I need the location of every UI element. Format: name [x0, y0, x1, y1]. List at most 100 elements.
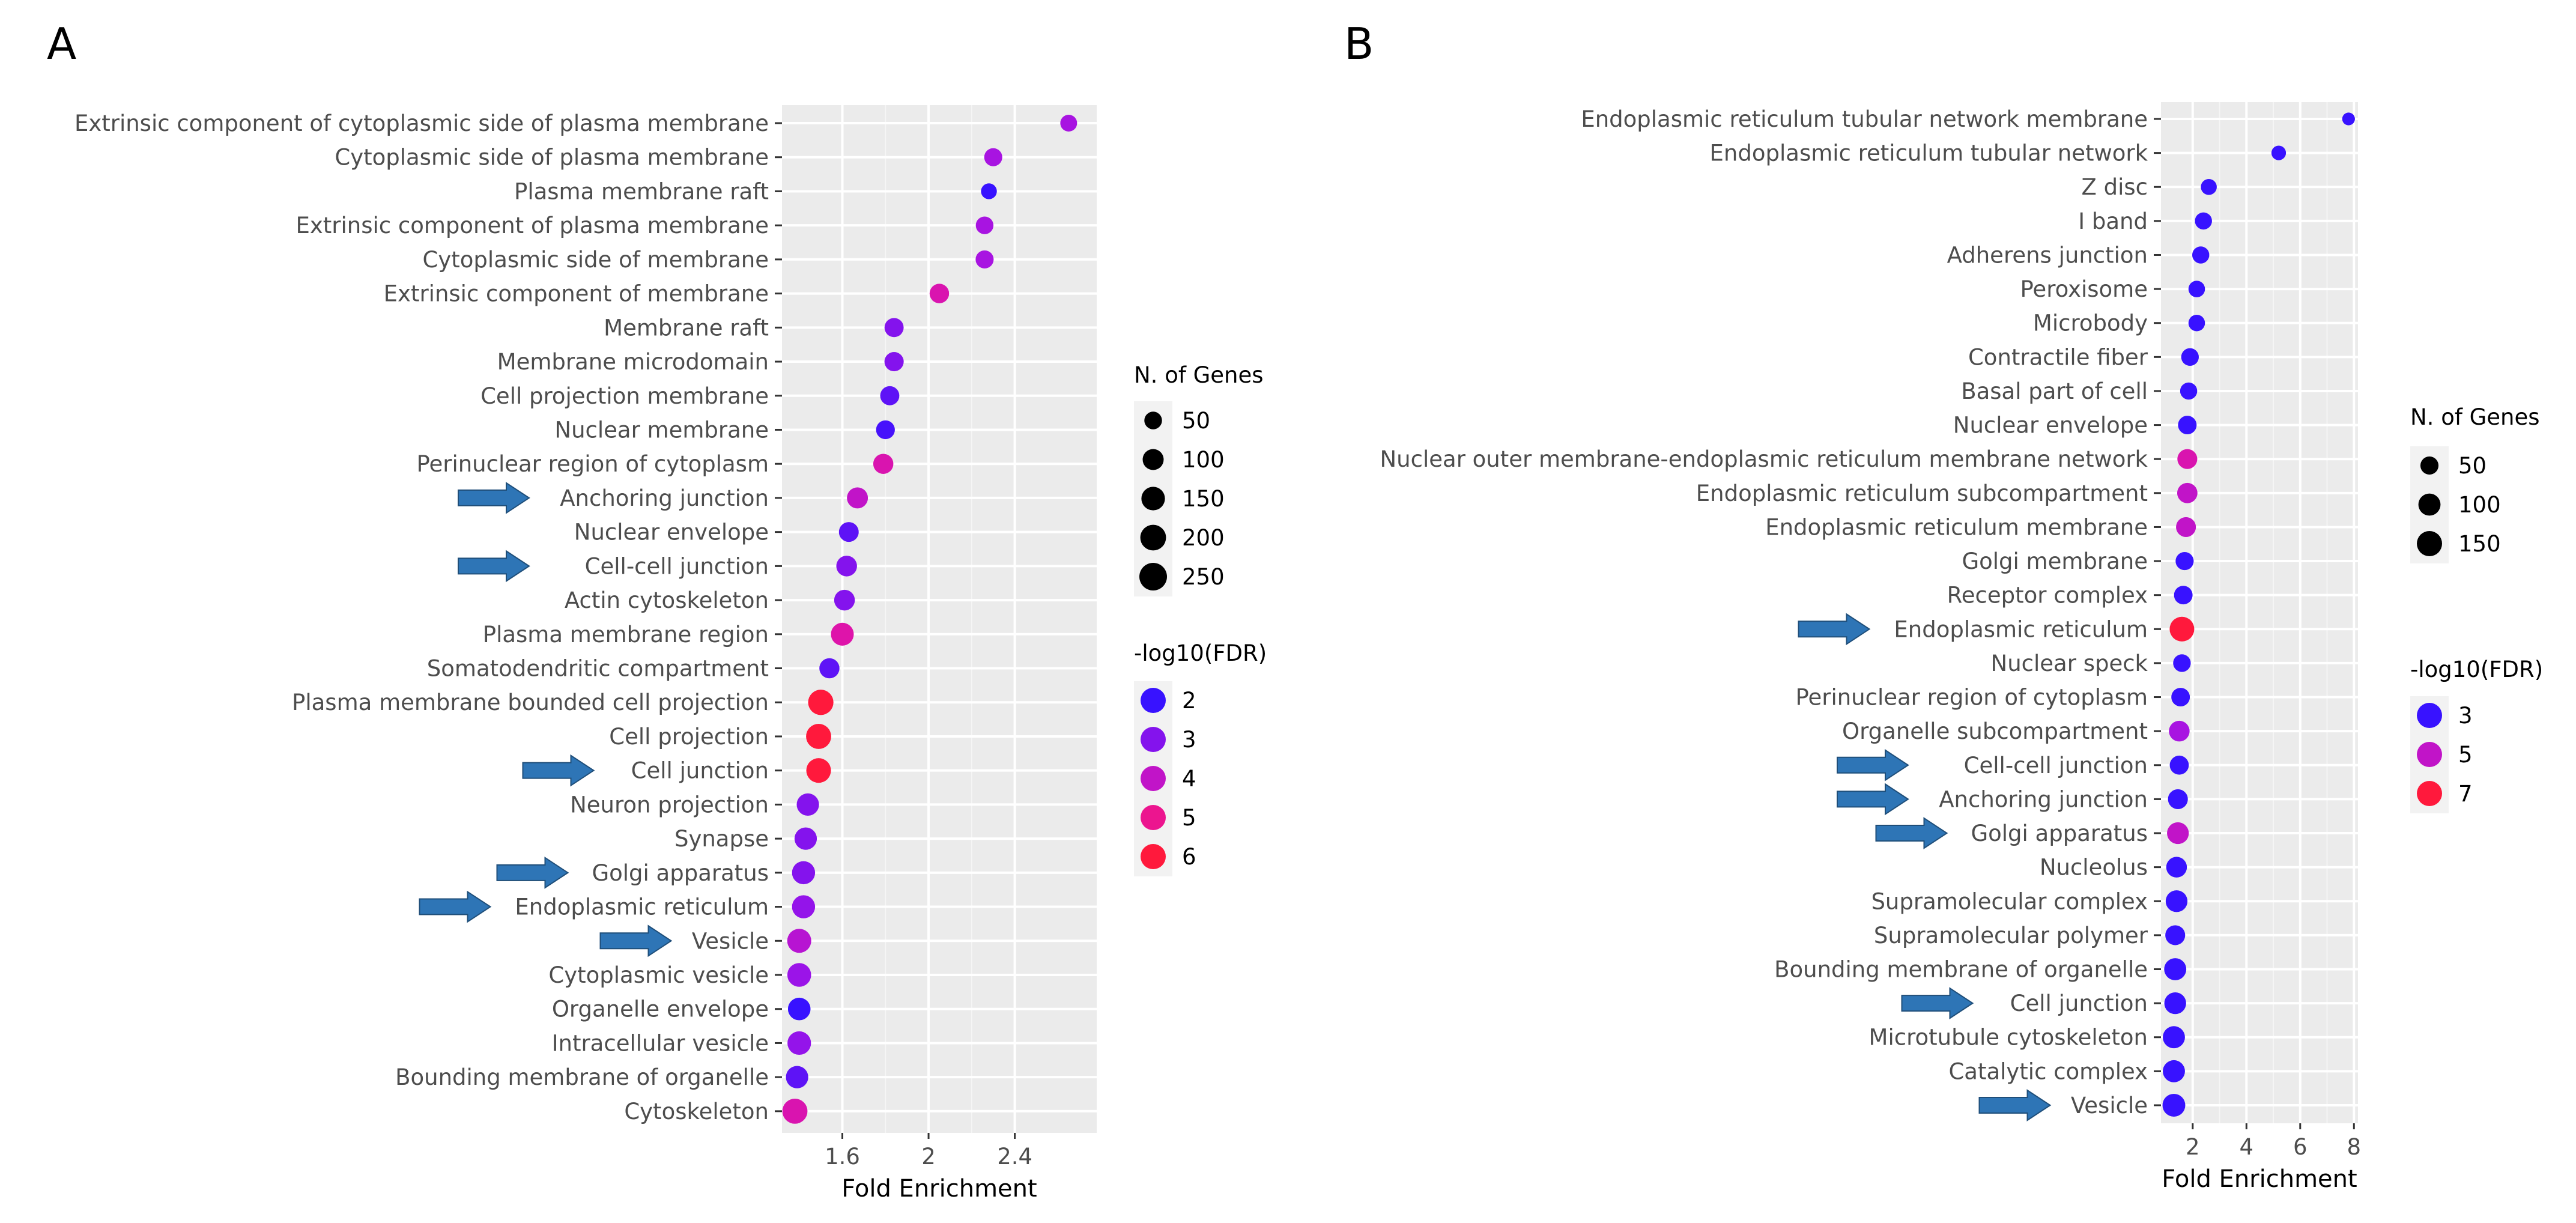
color-legend-label: 4: [1182, 766, 1196, 792]
highlight-arrow-anchoring-junction: [458, 482, 530, 514]
category-label-nuclear-outer-membrane-endoplasmic-reticulum-membrane-network: Nuclear outer membrane-endoplasmic retic…: [1380, 446, 2148, 472]
data-point-cell-cell-junction: [836, 556, 857, 577]
size-legend-dot: [1141, 487, 1165, 511]
data-point-bounding-membrane-of-organelle: [786, 1066, 808, 1088]
category-label-cell-cell-junction: Cell-cell junction: [585, 553, 769, 579]
category-label-cytoplasmic-side-of-membrane: Cytoplasmic side of membrane: [423, 247, 769, 273]
category-label-cell-cell-junction: Cell-cell junction: [1964, 753, 2148, 778]
data-point-catalytic-complex: [2163, 1060, 2185, 1082]
category-label-extrinsic-component-of-membrane: Extrinsic component of membrane: [384, 281, 769, 307]
data-point-nucleolus: [2166, 857, 2187, 878]
size-legend-dot: [1144, 411, 1162, 429]
color-legend-dot: [1141, 805, 1166, 830]
category-label-basal-part-of-cell: Basal part of cell: [1961, 378, 2148, 404]
size-legend-dot: [1142, 449, 1164, 470]
category-label-golgi-membrane: Golgi membrane: [1962, 548, 2148, 574]
data-point-z-disc: [2201, 178, 2217, 195]
data-point-adherens-junction: [2192, 246, 2210, 264]
data-point-extrinsic-component-of-plasma-membrane: [975, 216, 994, 234]
highlight-arrow-cell-junction: [1901, 987, 1974, 1019]
highlight-arrow-endoplasmic-reticulum: [1798, 613, 1871, 646]
color-legend-label: 2: [1182, 688, 1196, 714]
x-tick-label: 2: [921, 1144, 936, 1170]
category-label-endoplasmic-reticulum-membrane: Endoplasmic reticulum membrane: [1765, 514, 2148, 540]
x-tick-label: 6: [2293, 1134, 2308, 1160]
size-legend-label: 100: [2458, 492, 2501, 518]
size-legend-dot: [1140, 524, 1166, 551]
category-label-organelle-envelope: Organelle envelope: [552, 997, 769, 1022]
category-label-plasma-membrane-bounded-cell-projection: Plasma membrane bounded cell projection: [292, 690, 769, 715]
data-point-microtubule-cytoskeleton: [2163, 1026, 2185, 1049]
size-legend-dot: [1139, 563, 1167, 590]
data-point-anchoring-junction: [2168, 789, 2188, 809]
category-label-neuron-projection: Neuron projection: [570, 792, 769, 818]
size-legend-dot: [2420, 456, 2439, 475]
data-point-golgi-apparatus: [792, 861, 816, 885]
size-legend-label: 250: [1182, 564, 1225, 590]
category-label-nuclear-envelope: Nuclear envelope: [1953, 413, 2148, 439]
size-legend-label: 100: [1182, 447, 1225, 473]
category-label-bounding-membrane-of-organelle: Bounding membrane of organelle: [1774, 957, 2148, 983]
data-point-plasma-membrane-bounded-cell-projection: [808, 690, 834, 715]
data-point-golgi-apparatus: [2167, 822, 2189, 845]
color-legend-dot: [1141, 727, 1166, 752]
color-legend-dot: [1141, 688, 1166, 713]
highlight-arrow-vesicle: [1978, 1089, 2052, 1121]
panel-a: 1.6 2 2.4 Extrinsic component of cytoplasmi…: [74, 105, 1267, 1203]
category-label-microbody: Microbody: [2033, 311, 2148, 336]
data-point-bounding-membrane-of-organelle: [2164, 958, 2187, 980]
data-point-perinuclear-region-of-cytoplasm: [2171, 688, 2190, 707]
highlight-arrow-golgi-apparatus: [1875, 817, 1948, 849]
category-label-plasma-membrane-raft: Plasma membrane raft: [514, 178, 769, 204]
highlight-arrow-cell-cell-junction: [458, 550, 530, 583]
category-label-cell-junction: Cell junction: [631, 758, 769, 784]
data-point-endoplasmic-reticulum-subcompartment: [2177, 482, 2198, 503]
category-label-vesicle: Vesicle: [2071, 1093, 2148, 1118]
category-label-microtubule-cytoskeleton: Microtubule cytoskeleton: [1869, 1025, 2148, 1051]
data-point-neuron-projection: [796, 793, 819, 816]
category-label-anchoring-junction: Anchoring junction: [1939, 786, 2148, 812]
data-point-cell-projection-membrane: [880, 386, 900, 405]
color-legend-label: 6: [1182, 844, 1196, 870]
data-point-organelle-subcompartment: [2169, 720, 2190, 742]
category-label-endoplasmic-reticulum: Endoplasmic reticulum: [1894, 616, 2148, 642]
data-point-endoplasmic-reticulum-tubular-network: [2271, 145, 2287, 160]
data-point-nuclear-outer-membrane-endoplasmic-reticulum-membrane-network: [2177, 449, 2198, 469]
color-legend-label: 7: [2458, 781, 2473, 807]
data-point-i-band: [2195, 212, 2212, 230]
category-label-cytoskeleton: Cytoskeleton: [624, 1099, 769, 1124]
plot-background: [782, 105, 1097, 1133]
data-point-organelle-envelope: [787, 997, 811, 1021]
data-point-extrinsic-component-of-cytoplasmic-side-of-plasma-membrane: [1060, 115, 1077, 132]
x-tick-label: 1.6: [825, 1144, 860, 1170]
data-point-anchoring-junction: [847, 487, 868, 509]
category-label-z-disc: Z disc: [2082, 174, 2148, 200]
data-point-perinuclear-region-of-cytoplasm: [873, 454, 894, 474]
data-point-nuclear-envelope: [2178, 416, 2197, 435]
category-label-extrinsic-component-of-cytoplasmic-side-of-plasma-membrane: Extrinsic component of cytoplasmic side …: [74, 111, 769, 136]
category-label-contractile-fiber: Contractile fiber: [1968, 344, 2148, 370]
category-label-somatodendritic-compartment: Somatodendritic compartment: [427, 656, 769, 682]
data-point-cytoskeleton: [782, 1098, 808, 1124]
color-legend-dot: [1141, 766, 1166, 791]
x-tick-label: 2.4: [997, 1144, 1032, 1170]
x-tick-label: 2: [2186, 1134, 2200, 1160]
category-label-extrinsic-component-of-plasma-membrane: Extrinsic component of plasma membrane: [295, 213, 769, 238]
data-point-supramolecular-complex: [2165, 890, 2188, 912]
category-label-vesicle: Vesicle: [692, 928, 769, 954]
size-legend-label: 150: [2458, 531, 2501, 557]
data-point-microbody: [2188, 314, 2205, 332]
category-label-golgi-apparatus: Golgi apparatus: [1971, 821, 2148, 846]
data-point-intracellular-vesicle: [787, 1031, 811, 1055]
data-point-cytoplasmic-side-of-membrane: [975, 250, 994, 269]
highlight-arrow-endoplasmic-reticulum: [419, 890, 492, 923]
data-point-basal-part-of-cell: [2180, 382, 2198, 400]
category-label-nuclear-envelope: Nuclear envelope: [574, 520, 769, 545]
category-label-cytoplasmic-side-of-plasma-membrane: Cytoplasmic side of plasma membrane: [335, 145, 769, 171]
category-label-anchoring-junction: Anchoring junction: [560, 485, 769, 511]
category-label-cell-projection: Cell projection: [609, 724, 769, 750]
category-label-actin-cytoskeleton: Actin cytoskeleton: [565, 587, 769, 613]
color-legend-label: 3: [2458, 703, 2473, 729]
data-point-endoplasmic-reticulum: [792, 895, 816, 918]
